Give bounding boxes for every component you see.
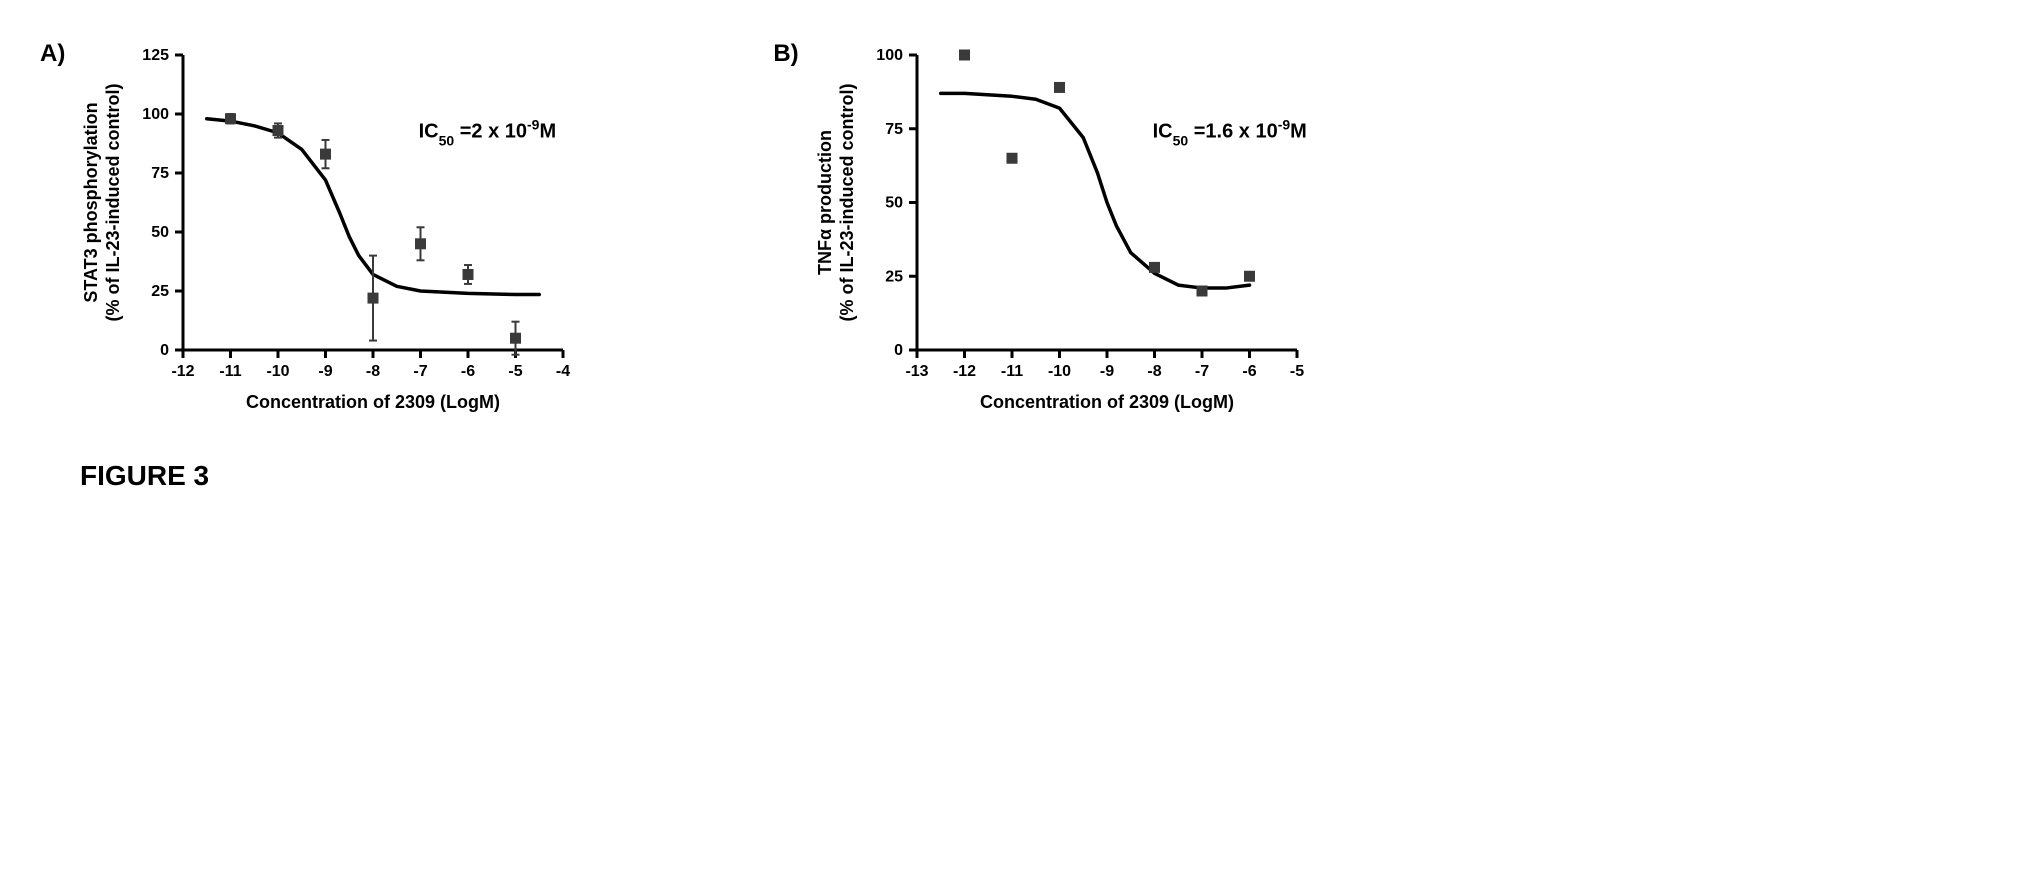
panel-A: A) -12 -11 -10 -9 -8 -7 -6 -5 -4 0 25 50 75 100 125 Con… — [40, 40, 593, 420]
svg-text:-8: -8 — [1147, 363, 1161, 380]
svg-text:STAT3 phosphorylation: STAT3 phosphorylation — [81, 102, 101, 302]
panel-A-chart: -12 -11 -10 -9 -8 -7 -6 -5 -4 0 25 50 75 100 125 Concen… — [73, 40, 593, 420]
svg-text:-10: -10 — [1048, 363, 1071, 380]
svg-text:-12: -12 — [953, 363, 976, 380]
panel-B-label: B) — [773, 40, 798, 68]
svg-text:-8: -8 — [366, 363, 380, 380]
svg-text:50: 50 — [152, 224, 170, 241]
svg-text:(% of IL-23-induced control): (% of IL-23-induced control) — [837, 84, 857, 322]
svg-text:125: 125 — [143, 47, 170, 64]
svg-text:0: 0 — [894, 342, 903, 359]
svg-text:50: 50 — [885, 195, 903, 212]
svg-text:-5: -5 — [1290, 363, 1304, 380]
svg-text:-12: -12 — [172, 363, 195, 380]
svg-text:75: 75 — [885, 121, 903, 138]
svg-text:-11: -11 — [220, 363, 242, 380]
svg-text:-7: -7 — [414, 363, 428, 380]
svg-text:(% of IL-23-induced control): (% of IL-23-induced control) — [103, 84, 123, 322]
svg-text:-7: -7 — [1195, 363, 1209, 380]
svg-text:-11: -11 — [1001, 363, 1023, 380]
svg-text:IC50 =1.6 x 10-9M: IC50 =1.6 x 10-9M — [1152, 117, 1306, 149]
svg-text:100: 100 — [143, 106, 170, 123]
svg-text:-5: -5 — [509, 363, 523, 380]
svg-text:TNFα production: TNFα production — [815, 130, 835, 275]
svg-text:Concentration of 2309 (LogM): Concentration of 2309 (LogM) — [980, 392, 1234, 412]
panel-B-chart: -13 -12 -11 -10 -9 -8 -7 -6 -5 0 25 50 75 100 Concentr… — [807, 40, 1327, 420]
svg-text:25: 25 — [152, 283, 170, 300]
svg-text:75: 75 — [152, 165, 170, 182]
svg-text:Concentration of 2309 (LogM): Concentration of 2309 (LogM) — [246, 392, 500, 412]
svg-text:0: 0 — [160, 342, 169, 359]
svg-text:100: 100 — [876, 47, 903, 64]
svg-text:-6: -6 — [461, 363, 475, 380]
svg-text:IC50 =2 x 10-9M: IC50 =2 x 10-9M — [419, 117, 557, 149]
svg-text:-9: -9 — [319, 363, 333, 380]
panel-B: B) -13 -12 -11 -10 -9 -8 -7 -6 -5 0 25 50 75 100 Conce… — [773, 40, 1326, 420]
figure-container: A) -12 -11 -10 -9 -8 -7 -6 -5 -4 0 25 50 75 100 125 Con… — [40, 40, 1998, 420]
svg-text:-4: -4 — [556, 363, 570, 380]
svg-text:-10: -10 — [267, 363, 290, 380]
svg-text:-13: -13 — [905, 363, 928, 380]
svg-text:-6: -6 — [1242, 363, 1256, 380]
panel-A-label: A) — [40, 40, 65, 68]
svg-text:25: 25 — [885, 268, 903, 285]
figure-title: FIGURE 3 — [80, 460, 1998, 492]
svg-text:-9: -9 — [1100, 363, 1114, 380]
